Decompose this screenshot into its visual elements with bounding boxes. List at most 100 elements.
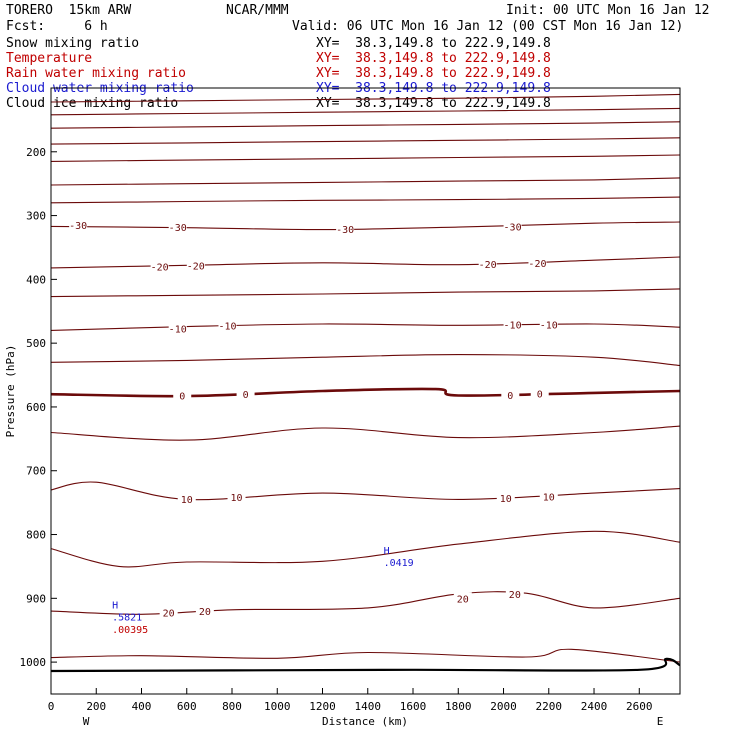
y-tick-label-8: 1000: [20, 656, 47, 669]
high-value-2: .00395: [112, 625, 148, 636]
x-tick-label-3: 600: [177, 700, 197, 713]
high-marker-0: H: [384, 546, 390, 557]
contour-label-1: -30: [169, 223, 187, 234]
legend-rain-xy: XY= 38.3,149.8 to 222.9,149.8: [316, 66, 551, 81]
contour-label-bg-11: [539, 318, 558, 331]
series-line-17: [50, 648, 681, 663]
legend-snow: Snow mixing ratio: [6, 36, 140, 51]
x-tick-label-9: 1800: [445, 700, 472, 713]
y-tick-label-2: 400: [26, 273, 46, 286]
x-tick-label-6: 1200: [309, 700, 336, 713]
contour-label-5: -20: [187, 261, 205, 272]
forecast-hour: Fcst: 6 h: [6, 19, 108, 34]
series-line-11: [50, 354, 681, 367]
series-line-5: [50, 177, 681, 186]
contour-label-bg-9: [218, 319, 237, 332]
x-tick-label-4: 800: [222, 700, 242, 713]
contour-label-bg-16: [177, 492, 196, 505]
contour-label-10: -10: [504, 321, 522, 332]
init-time: Init: 00 UTC Mon 16 Jan 12: [506, 3, 710, 18]
contour-label-9: -10: [218, 321, 236, 332]
contour-label-bg-17: [227, 490, 246, 503]
contour-label-bg-5: [186, 259, 205, 272]
y-tick-label-0: 200: [26, 146, 46, 159]
contour-label-layer: -30 -30 -30 -30 -20 -20 -20 -20 -10 -10 -10 -10 0 0 0 0…: [69, 219, 558, 636]
legend-temperature-xy: XY= 38.3,149.8 to 222.9,149.8: [316, 51, 551, 66]
contour-label-12: 0: [179, 391, 185, 402]
contour-label-19: 10: [543, 492, 555, 503]
legend-temperature: Temperature: [6, 51, 93, 66]
contour-label-3: -30: [504, 222, 522, 233]
series-line-13: [50, 425, 681, 441]
org-label: NCAR/MMM: [226, 3, 289, 18]
contour-label-15: 0: [537, 390, 543, 401]
contour-label-2: -30: [336, 225, 354, 236]
series-line-0: [50, 93, 681, 103]
contour-label-bg-1: [168, 221, 187, 234]
contour-label-18: 10: [500, 494, 512, 505]
contour-label-bg-19: [539, 490, 558, 503]
x-tick-label-2: 400: [132, 700, 152, 713]
contour-label-14: 0: [507, 391, 513, 402]
isotherm-layer: [50, 93, 681, 673]
contour-label-bg-2: [336, 222, 355, 235]
high-value-0: .0419: [384, 558, 414, 569]
y-tick-label-1: 300: [26, 210, 46, 223]
y-tick-label-6: 800: [26, 529, 46, 542]
series-line-10: [50, 323, 681, 331]
contour-label-0: -30: [69, 221, 87, 232]
x-tick-label-7: 1400: [355, 700, 382, 713]
contour-label-bg-0: [69, 219, 88, 232]
y-tick-label-3: 500: [26, 337, 46, 350]
x-tick-label-10: 2000: [490, 700, 517, 713]
y-tick-label-4: 600: [26, 401, 46, 414]
series-line-1: [50, 107, 681, 116]
x-tick-label-12: 2400: [581, 700, 608, 713]
contour-label-13: 0: [243, 390, 249, 401]
series-line-12: [50, 387, 681, 398]
contour-label-bg-6: [478, 258, 497, 271]
y-tick-label-5: 700: [26, 465, 46, 478]
series-line-2: [50, 121, 681, 129]
x-tick-label-8: 1600: [400, 700, 427, 713]
series-line-18: [50, 657, 681, 673]
contour-label-bg-13: [236, 388, 255, 401]
y-axis-label: Pressure (hPa): [4, 345, 17, 438]
contour-label-bg-20: [159, 606, 178, 619]
y-tick-label-7: 900: [26, 592, 46, 605]
series-line-9: [50, 288, 681, 298]
contour-label-bg-12: [173, 389, 192, 402]
contour-label-bg-3: [503, 220, 522, 233]
contour-label-bg-14: [501, 388, 520, 401]
plot-frame: [50, 87, 681, 695]
series-line-7: [50, 221, 681, 231]
contour-label-4: -20: [151, 263, 169, 274]
x-tick-label-11: 2200: [536, 700, 563, 713]
series-line-4: [50, 154, 681, 162]
contour-label-bg-22: [453, 592, 472, 605]
series-line-3: [50, 137, 681, 145]
x-tick-label-5: 1000: [264, 700, 291, 713]
series-line-6: [50, 196, 681, 204]
high-value-1: .5821: [112, 612, 142, 623]
contour-label-16: 10: [181, 495, 193, 506]
x-tick-label-0: 0: [48, 700, 55, 713]
contour-label-11: -10: [540, 321, 558, 332]
x-end-label-east: E: [657, 715, 664, 728]
x-axis-label: Distance (km): [322, 715, 408, 728]
x-tick-label-1: 200: [86, 700, 106, 713]
contour-label-17: 10: [231, 493, 243, 504]
contour-label-22: 20: [457, 594, 469, 605]
contour-label-21: 20: [199, 607, 211, 618]
legend-rain: Rain water mixing ratio: [6, 66, 187, 81]
contour-label-bg-21: [195, 605, 214, 618]
series-line-15: [50, 530, 681, 568]
series-line-14: [50, 481, 681, 501]
contour-label-bg-4: [150, 260, 169, 273]
model-title: TORERO 15km ARW: [6, 3, 132, 18]
contour-label-bg-10: [503, 318, 522, 331]
contour-label-6: -20: [479, 260, 497, 271]
x-tick-label-13: 2600: [626, 700, 653, 713]
axes-layer: 0 200 400 600 800 1000 1200 1400 1600 1800 2000 220…: [20, 146, 653, 713]
